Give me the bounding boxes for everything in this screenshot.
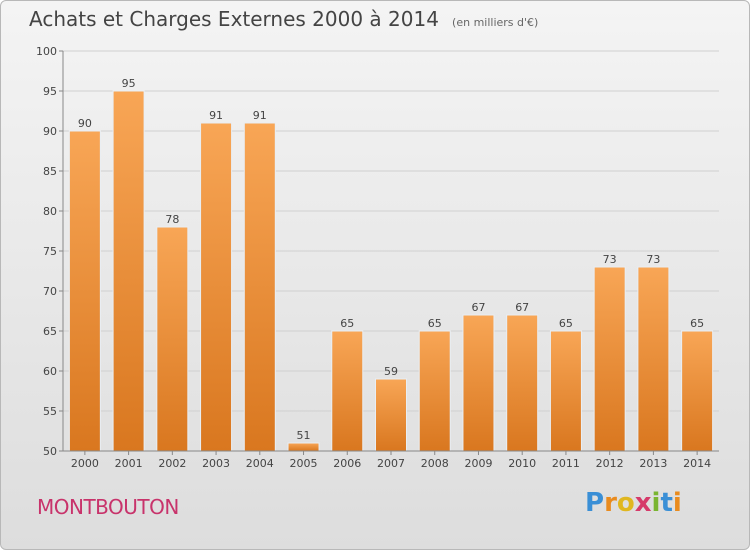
x-tick-label: 2007 [377,457,405,470]
chart-title: Achats et Charges Externes 2000 à 2014 [29,7,439,31]
bar-2007 [375,378,407,452]
bar-2005 [287,442,320,452]
y-tick-label: 85 [43,165,57,178]
data-label: 73 [646,253,660,266]
bar-2001 [112,90,145,452]
x-tick-label: 2012 [596,457,624,470]
x-tick-label: 2006 [333,457,361,470]
x-tick-label: 2004 [246,457,274,470]
x-tick-label: 2014 [683,457,711,470]
logo-letter: t [660,488,673,518]
logo-letter: P [585,488,605,518]
x-tick-label: 2013 [639,457,667,470]
logo-letter: x [634,488,652,518]
data-label: 67 [471,301,485,314]
data-label: 67 [515,301,529,314]
x-tick-label: 2001 [115,457,143,470]
y-tick-label: 65 [43,325,57,338]
bar-2002 [156,226,189,452]
x-tick-label: 2008 [421,457,449,470]
data-label: 95 [122,77,136,90]
bar-2008 [418,330,451,452]
x-tick-label: 2002 [158,457,186,470]
labels: 50 55 60 65 70 75 80 85 90 95 100 2000 90 2001 95 2002 7… [36,45,711,470]
bar-2009 [462,314,495,452]
data-label: 90 [78,117,92,130]
data-label: 91 [209,109,223,122]
bar-2003 [200,122,233,452]
data-label: 73 [603,253,617,266]
data-label: 59 [384,365,398,378]
bar-2010 [506,314,539,452]
commune-name: MONTBOUTON [37,495,179,519]
bar-2000 [68,130,101,452]
logo-letter: i [651,488,661,518]
chart-title-block: Achats et Charges Externes 2000 à 2014 (… [29,7,538,31]
data-label: 51 [297,429,311,442]
bars [68,90,714,452]
x-tick-label: 2011 [552,457,580,470]
logo-letter: r [604,488,617,518]
y-tick-label: 55 [43,405,57,418]
y-tick-label: 100 [36,45,57,58]
bar-2013 [637,266,670,452]
logo-letter: o [616,488,635,518]
data-label: 78 [165,213,179,226]
y-tick-label: 70 [43,285,57,298]
data-label: 65 [340,317,354,330]
y-tick-label: 50 [43,445,57,458]
y-tick-label: 75 [43,245,57,258]
data-label: 65 [559,317,573,330]
data-label: 65 [428,317,442,330]
chart-subtitle: (en milliers d'€) [452,16,539,29]
x-tick-label: 2003 [202,457,230,470]
axes [59,50,719,455]
x-tick-label: 2005 [290,457,318,470]
bar-2012 [593,266,626,452]
y-tick-label: 60 [43,365,57,378]
x-tick-label: 2000 [71,457,99,470]
y-tick-label: 90 [43,125,57,138]
proxiti-logo: Proxiti [585,488,682,518]
bar-2014 [681,330,714,452]
bar-2011 [549,330,582,452]
bar-2004 [243,122,276,452]
data-label: 91 [253,109,267,122]
x-tick-label: 2009 [464,457,492,470]
data-label: 65 [690,317,704,330]
y-tick-label: 80 [43,205,57,218]
bar-2006 [331,330,364,452]
x-tick-label: 2010 [508,457,536,470]
y-tick-label: 95 [43,85,57,98]
logo-letter: i [672,488,682,518]
